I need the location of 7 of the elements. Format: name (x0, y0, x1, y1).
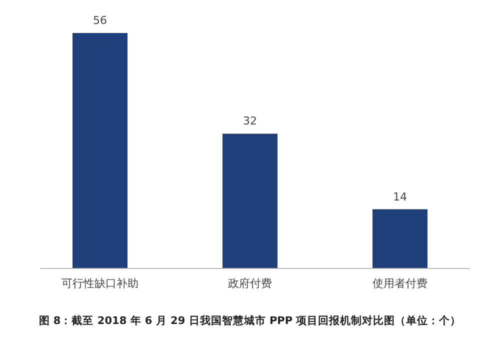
data-label: 14 (393, 190, 407, 204)
data-label: 56 (93, 14, 107, 27)
data-label: 32 (243, 114, 257, 128)
text: 图 8：截至 2018 年 6 月 29 日我国智慧城市 PPP 项目回报机制对比图（单位：个） (38, 314, 462, 327)
x-tick-label: 可行性缺口补助 (62, 277, 138, 290)
x-tick-label: 使用者付费 (372, 277, 428, 290)
x-tick-label: 政府付费 (228, 277, 272, 290)
